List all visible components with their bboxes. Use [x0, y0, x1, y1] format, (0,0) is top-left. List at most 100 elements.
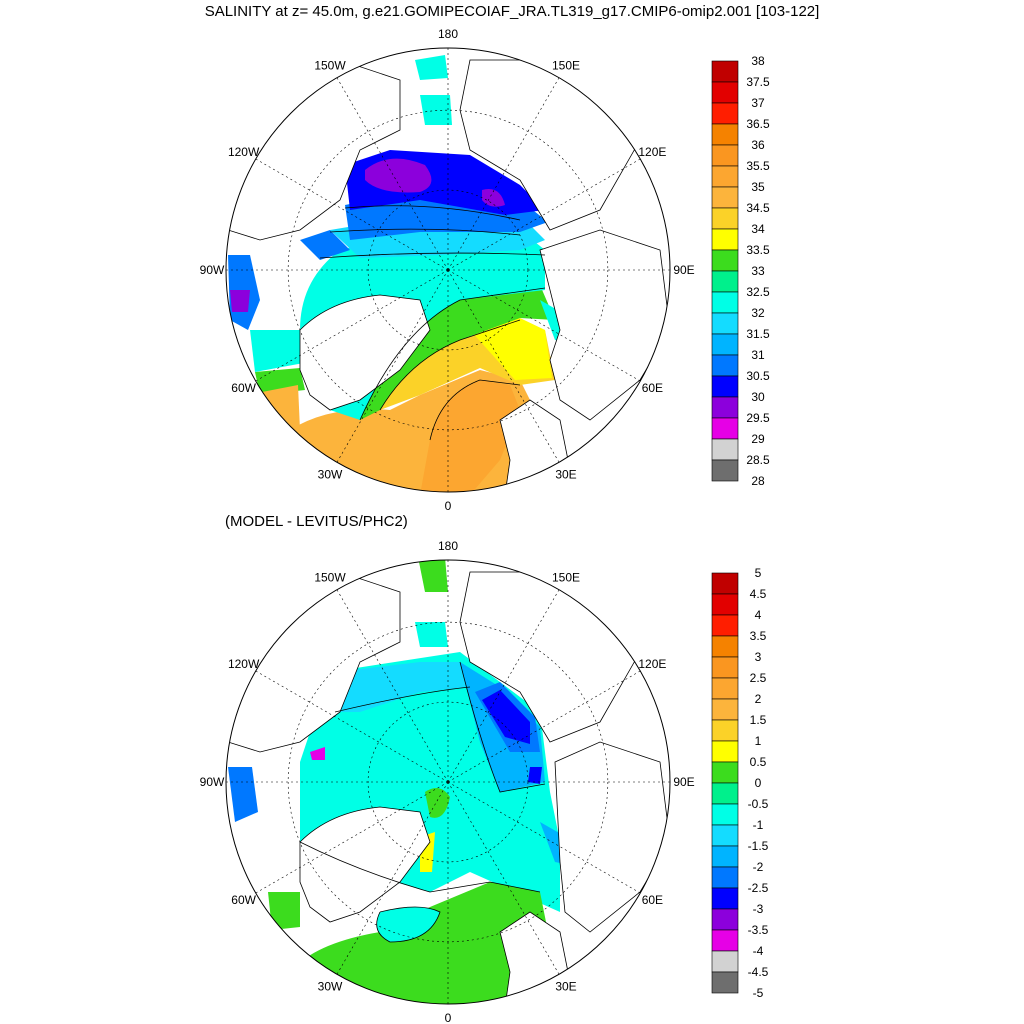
colorbar-label: 32.5: [746, 285, 770, 299]
colorbar-swatch: [711, 207, 739, 230]
colorbar-label: 36.5: [746, 117, 770, 131]
longitude-label: 180: [438, 539, 458, 553]
longitude-label: 150E: [552, 59, 580, 73]
colorbar-swatch: [711, 333, 739, 356]
longitude-label: 150W: [314, 59, 346, 73]
longitude-labels: 180 150E 120E 90E 60E 30E 0 30W 60W 90W 120W 150W: [200, 539, 695, 1024]
longitude-label: 60W: [231, 893, 256, 907]
longitude-label: 120W: [228, 657, 260, 671]
colorbar-swatch: [711, 572, 739, 595]
colorbar-swatch: [711, 908, 739, 931]
colorbar-label: 30: [751, 390, 765, 404]
colorbar-swatch: [711, 677, 739, 700]
colorbar-swatch: [711, 740, 739, 763]
colorbar-swatch: [711, 186, 739, 209]
colorbar-label: -3: [753, 902, 764, 916]
colorbar-swatch: [711, 698, 739, 721]
colorbar-swatch: [711, 719, 739, 742]
colorbar-swatch: [711, 803, 739, 826]
colorbar-swatch: [711, 929, 739, 952]
colorbar-swatch: [711, 417, 739, 440]
colorbar-label: 29: [751, 432, 765, 446]
longitude-label: 120E: [638, 657, 666, 671]
longitude-label: 150W: [314, 571, 346, 585]
colorbar-label: -0.5: [748, 797, 769, 811]
colorbar-swatch: [711, 249, 739, 272]
difference-subtitle: (MODEL - LEVITUS/PHC2): [225, 513, 408, 530]
colorbar-swatch: [711, 102, 739, 125]
meridian-line: [255, 269, 449, 382]
longitude-label: 90W: [200, 263, 225, 277]
colorbar-swatch: [711, 312, 739, 335]
colorbar-label: 4: [755, 608, 762, 622]
colorbar-swatch: [711, 60, 739, 83]
colorbar-label: 2: [755, 692, 762, 706]
colorbar-swatch: [711, 824, 739, 847]
colorbar-swatch: [711, 228, 739, 251]
longitude-label: 30E: [555, 979, 576, 993]
meridian-line: [255, 781, 449, 894]
colorbar-swatch: [711, 270, 739, 293]
colorbar-label: 28: [751, 474, 765, 488]
colorbar-label: 0: [755, 776, 762, 790]
longitude-labels: 180 150E 120E 90E 60E 30E 0 30W 60W 90W 120W 150W: [200, 27, 695, 513]
colorbar-swatch: [711, 635, 739, 658]
colorbar-swatch: [711, 165, 739, 188]
colorbar-label: 3: [755, 650, 762, 664]
difference-map-panel: 180 150E 120E 90E 60E 30E 0 30W 60W 90W 120W 150W 5…: [200, 539, 769, 1024]
meridian-line: [336, 77, 449, 271]
colorbar-label: 28.5: [746, 453, 770, 467]
plot-title: SALINITY at z= 45.0m, g.e21.GOMIPECOIAF_…: [204, 3, 820, 20]
colorbar-label: 38: [751, 54, 765, 68]
colorbar-label: 32: [751, 306, 765, 320]
colorbar-label: 31.5: [746, 327, 770, 341]
colorbar-swatch: [711, 761, 739, 784]
colorbar-swatch: [711, 866, 739, 889]
longitude-label: 30W: [318, 979, 343, 993]
colorbar-label: 29.5: [746, 411, 770, 425]
colorbar-swatch: [711, 950, 739, 973]
colorbar-label: -1: [753, 818, 764, 832]
colorbar-label: -5: [753, 986, 764, 1000]
longitude-label: 150E: [552, 571, 580, 585]
colorbar-swatch: [711, 123, 739, 146]
longitude-label: 30W: [318, 467, 343, 481]
colorbar-label: -2.5: [748, 881, 769, 895]
meridian-line: [447, 269, 560, 463]
colorbar-label: 4.5: [750, 587, 767, 601]
colorbar-swatch: [711, 144, 739, 167]
colorbar-label: -3.5: [748, 923, 769, 937]
colorbar-label: 33.5: [746, 243, 770, 257]
colorbar-swatch: [711, 845, 739, 868]
colorbar-swatch: [711, 971, 739, 994]
colorbar-swatch: [711, 375, 739, 398]
meridian-line: [255, 158, 449, 271]
colorbar-label: 3.5: [750, 629, 767, 643]
longitude-label: 90E: [673, 775, 694, 789]
colorbar-label: 30.5: [746, 369, 770, 383]
meridian-line: [255, 670, 449, 783]
colorbar-swatch: [711, 354, 739, 377]
colorbar-label: -4: [753, 944, 764, 958]
colorbar-label: 5: [755, 566, 762, 580]
longitude-label: 0: [445, 1011, 452, 1024]
longitude-label: 60E: [642, 381, 663, 395]
colorbar-swatch: [711, 656, 739, 679]
colorbar-swatch: [711, 782, 739, 805]
colorbar-label: 35.5: [746, 159, 770, 173]
colorbar-label: 1: [755, 734, 762, 748]
salinity-colorbar: 38 37.5 37 36.5 36 35.5 35 34.5 34 33.5 33 32.5 32 31…: [711, 54, 770, 488]
colorbar-label: 1.5: [750, 713, 767, 727]
colorbar-label: 2.5: [750, 671, 767, 685]
latitude-circle: [287, 621, 609, 943]
latitude-circle: [287, 109, 609, 431]
meridian-line: [447, 77, 560, 271]
longitude-label: 0: [445, 499, 452, 513]
longitude-label: 90E: [673, 263, 694, 277]
colorbar-swatch: [711, 396, 739, 419]
colorbar-label: 34: [751, 222, 765, 236]
colorbar-label: 37: [751, 96, 765, 110]
lat-lon-grid: [226, 48, 670, 492]
colorbar-label: -1.5: [748, 839, 769, 853]
colorbar-label: -2: [753, 860, 764, 874]
